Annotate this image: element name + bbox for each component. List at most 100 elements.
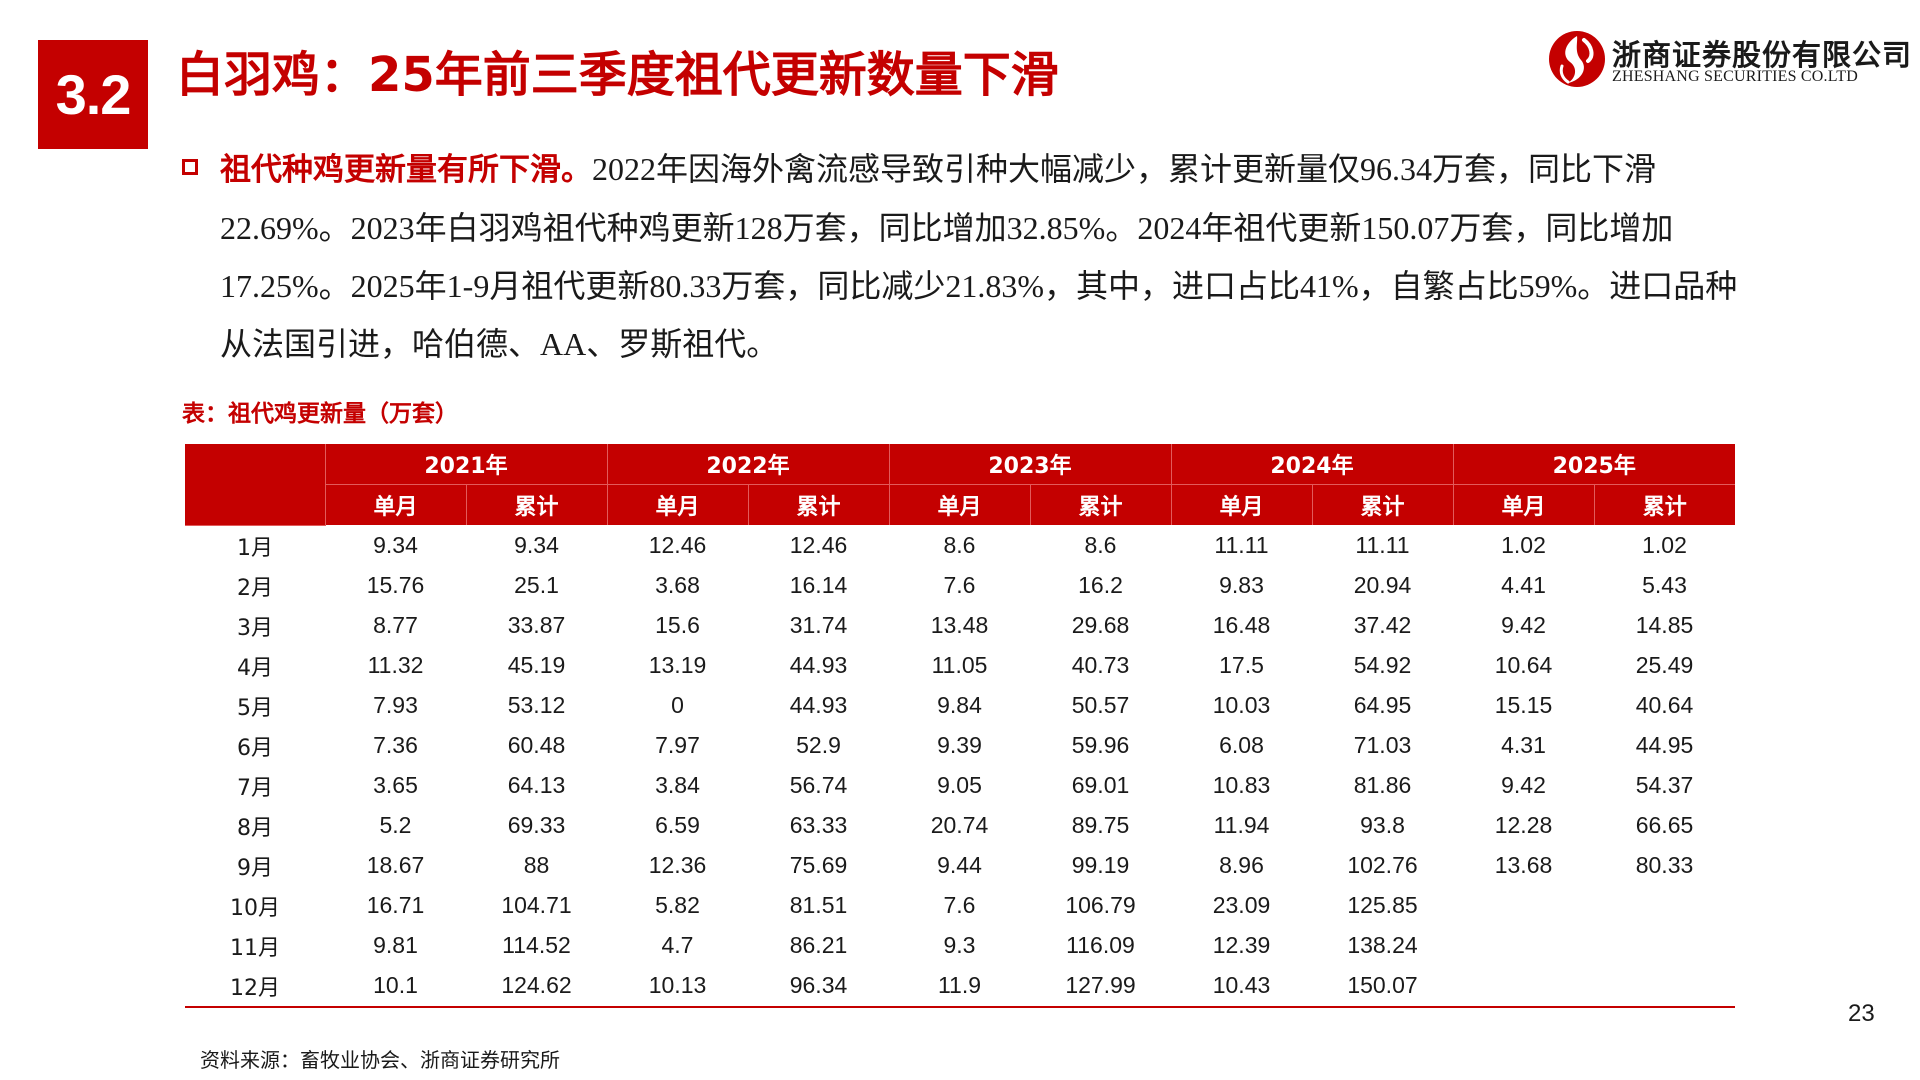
row-month-label: 6月 (237, 735, 273, 761)
cell-monthly-value: 12.39 (1212, 932, 1271, 958)
table-row: 9月 18.67 88 12.36 75.69 9.44 99.19 8.96 102.76 13… (185, 846, 1735, 886)
table-row: 2月 15.76 25.1 3.68 16.14 7.6 16.2 9.83 20.94 4.41… (185, 566, 1735, 606)
table-row: 1月 9.34 9.34 12.46 12.46 8.6 8.6 11.11 11.11 1.02… (185, 525, 1735, 566)
cell-monthly-value: 9.83 (1219, 572, 1264, 598)
cell-cumulative-value: 12.46 (789, 531, 848, 558)
cell-monthly-value: 10.64 (1494, 652, 1553, 678)
sub-header-cumulative: 累计 (466, 484, 608, 525)
cell-monthly-value: 10.83 (1212, 772, 1271, 798)
cell-monthly-value: 4.7 (661, 932, 694, 958)
gp-renewal-table: 2021年 2022年 2023年 2024年 2025年 单月 累计 单月 累… (185, 444, 1735, 1008)
cell-cumulative-value: 54.92 (1353, 652, 1412, 678)
row-month-label: 3月 (237, 615, 273, 641)
cell-cumulative-value: 106.79 (1065, 892, 1136, 918)
cell-cumulative-value: 99.19 (1071, 852, 1130, 878)
page-number: 23 (1848, 1000, 1875, 1027)
cell-monthly-value: 7.36 (373, 732, 418, 758)
cell-cumulative-value: 75.69 (789, 852, 848, 878)
section-number-badge: 3.2 (38, 40, 148, 149)
cell-cumulative-value: 81.51 (789, 892, 848, 918)
cell-cumulative-value: 45.19 (507, 652, 566, 678)
sub-header-monthly: 单月 (1171, 484, 1313, 525)
row-month-label: 8月 (237, 815, 273, 841)
cell-monthly-value: 15.6 (655, 612, 700, 638)
cell-monthly-value: 3.65 (373, 772, 418, 798)
cell-monthly-value: 20.74 (930, 812, 989, 838)
cell-cumulative-value: 71.03 (1353, 732, 1412, 758)
cell-cumulative-value: 96.34 (748, 965, 889, 1008)
cell-monthly-value: 13.68 (1494, 852, 1553, 878)
company-logo: 浙商证券股份有限公司 ZHESHANG SECURITIES CO.LTD (1548, 30, 1911, 90)
cell-monthly-value: 9.84 (937, 692, 982, 718)
cell-monthly-value: 5.82 (655, 892, 700, 918)
cell-cumulative-value: 56.74 (789, 772, 848, 798)
cell-monthly-value: 1.02 (1501, 531, 1546, 558)
cell-monthly-value: 9.42 (1501, 612, 1546, 638)
cell-monthly-value: 9.34 (373, 531, 418, 558)
cell-monthly-value: 12.28 (1494, 812, 1553, 838)
row-month-label: 12月 (185, 965, 325, 1008)
cell-cumulative-value: 66.65 (1635, 812, 1694, 838)
cell-monthly-value: 9.05 (937, 772, 982, 798)
cell-cumulative-value: 125.85 (1347, 892, 1418, 918)
table-row: 8月 5.2 69.33 6.59 63.33 20.74 89.75 11.94 93.8 12… (185, 806, 1735, 846)
cell-monthly-value: 11.32 (367, 652, 424, 678)
cell-cumulative-value: 54.37 (1635, 772, 1694, 798)
cell-monthly-value: 9.42 (1501, 772, 1546, 798)
table-row: 12月 10.1 124.62 10.13 96.34 11.9 127.99 10.43 15… (185, 965, 1735, 1008)
cell-cumulative-value: 5.43 (1642, 572, 1687, 598)
cell-monthly-value: 9.81 (373, 932, 418, 958)
logo-company-name-en: ZHESHANG SECURITIES CO.LTD (1612, 68, 1858, 85)
cell-monthly-value: 6.59 (655, 812, 700, 838)
sub-header-cumulative: 累计 (1312, 484, 1454, 525)
source-note: 资料来源：畜牧业协会、浙商证券研究所 (200, 1048, 560, 1072)
year-header: 2021年 (325, 444, 608, 485)
cell-cumulative-value: 44.95 (1635, 732, 1694, 758)
cell-monthly-value: 8.96 (1219, 852, 1264, 878)
cell-cumulative-value: 86.21 (789, 932, 848, 958)
cell-monthly-value: 7.6 (943, 892, 976, 918)
cell-cumulative-value: 80.33 (1635, 852, 1694, 878)
year-header: 2023年 (889, 444, 1172, 485)
cell-cumulative-value: 14.85 (1635, 612, 1694, 638)
page-title: 白羽鸡：25年前三季度祖代更新数量下滑 (176, 47, 1059, 103)
cell-cumulative-value: 124.62 (466, 965, 607, 1008)
cell-monthly-value: 11.94 (1213, 812, 1270, 838)
sub-header-cumulative: 累计 (1594, 484, 1735, 525)
row-month-label: 2月 (237, 575, 273, 601)
year-header: 2024年 (1171, 444, 1454, 485)
cell-monthly-value: 7.6 (943, 572, 976, 598)
cell-monthly-value: 15.76 (366, 572, 425, 598)
cell-monthly-value: 3.84 (655, 772, 700, 798)
cell-monthly-value: 12.36 (648, 852, 707, 878)
cell-monthly-value: 11.11 (1214, 531, 1269, 558)
row-month-label: 10月 (230, 895, 280, 921)
cell-cumulative-value: 40.73 (1071, 652, 1130, 678)
cell-cumulative-value: 1.02 (1642, 531, 1687, 558)
sub-header-monthly: 单月 (325, 484, 467, 525)
cell-monthly-value (1453, 886, 1594, 926)
cell-cumulative-value: 138.24 (1347, 932, 1418, 958)
cell-cumulative-value: 20.94 (1353, 572, 1412, 598)
cell-cumulative-value: 60.48 (507, 732, 566, 758)
cell-monthly-value: 3.68 (655, 572, 700, 598)
cell-monthly-value: 7.93 (373, 692, 418, 718)
cell-cumulative-value: 116.09 (1066, 932, 1135, 958)
table-year-header-row: 2021年 2022年 2023年 2024年 2025年 (185, 444, 1735, 526)
row-month-label: 4月 (237, 655, 273, 681)
cell-monthly-value: 11.05 (931, 652, 988, 678)
cell-cumulative-value: 64.13 (507, 772, 566, 798)
row-month-label: 1月 (237, 535, 273, 561)
cell-cumulative-value: 37.42 (1353, 612, 1412, 638)
table-row: 10月 16.71 104.71 5.82 81.51 7.6 106.79 23.09 125… (185, 886, 1735, 926)
cell-monthly-value: 10.1 (325, 965, 466, 1008)
cell-cumulative-value: 50.57 (1071, 692, 1130, 718)
cell-monthly-value: 10.03 (1212, 692, 1271, 718)
cell-cumulative-value (1594, 886, 1735, 926)
cell-monthly-value: 13.48 (930, 612, 989, 638)
cell-monthly-value: 10.43 (1171, 965, 1312, 1008)
cell-cumulative-value: 25.1 (514, 572, 559, 598)
bullet-paragraph: 祖代种鸡更新量有所下滑。2022年因海外禽流感导致引种大幅减少，累计更新量仅96… (180, 140, 1740, 373)
cell-cumulative-value: 150.07 (1312, 965, 1453, 1008)
cell-cumulative-value: 114.52 (502, 932, 571, 958)
